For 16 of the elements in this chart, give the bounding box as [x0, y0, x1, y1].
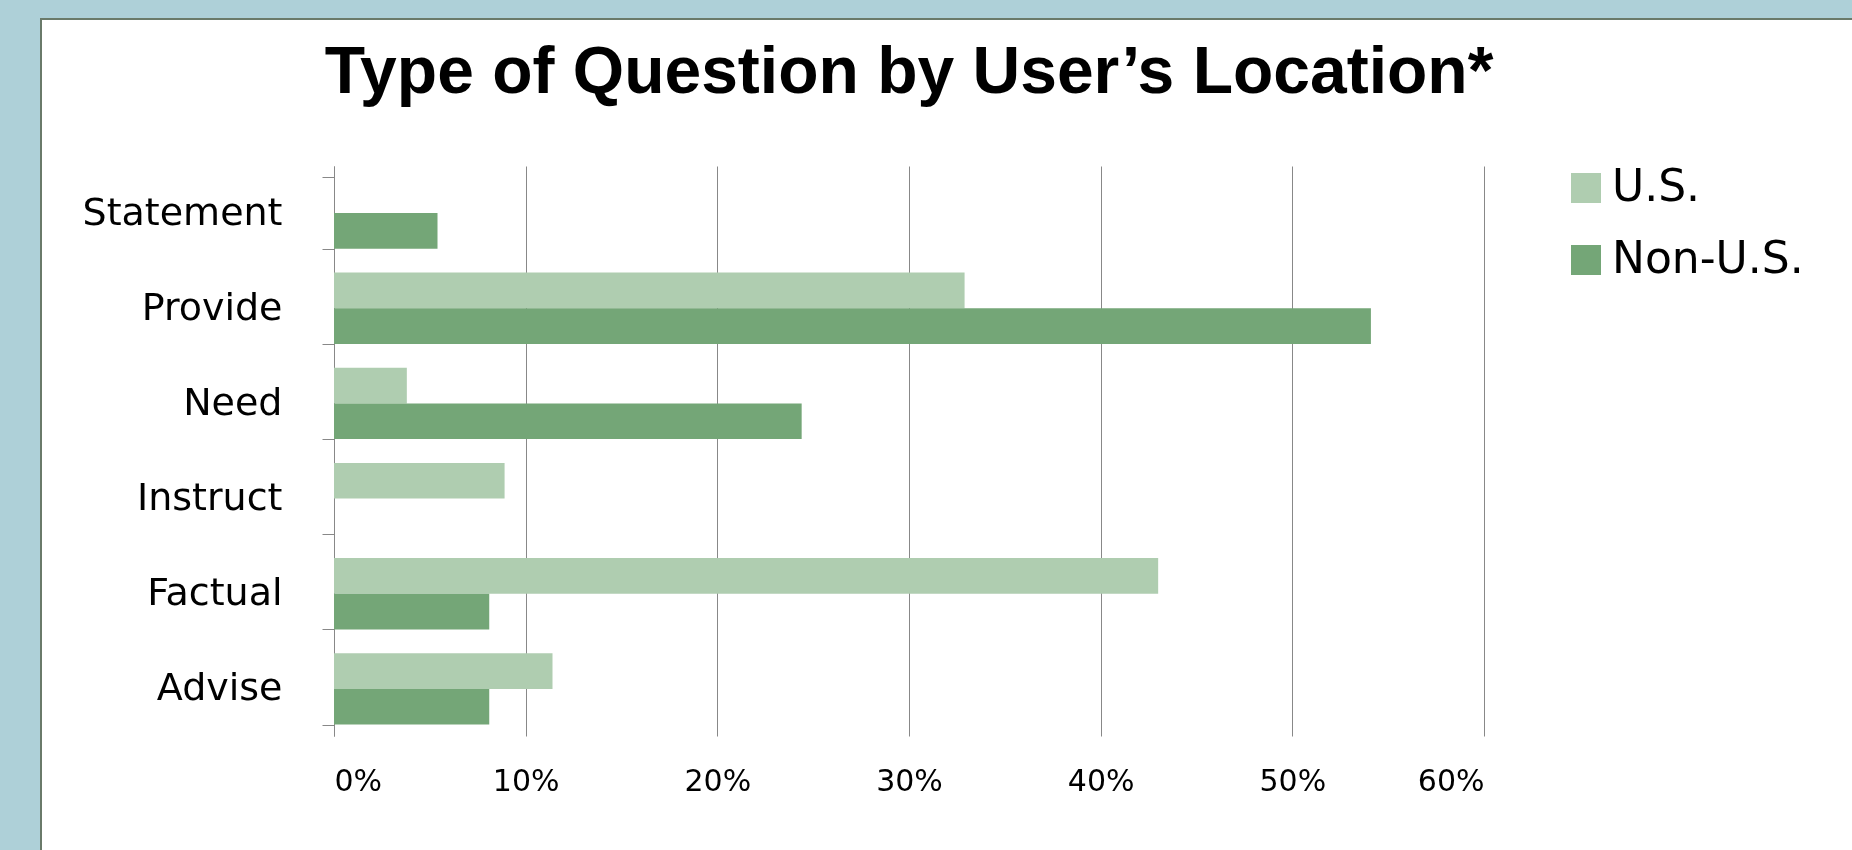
x-tick-label: 30% — [876, 762, 943, 798]
x-tick-label: 10% — [492, 762, 560, 798]
x-tick-label: 50% — [1259, 762, 1327, 798]
y-tick-label: Factual — [147, 570, 283, 615]
x-tick-label: 60% — [1417, 762, 1485, 798]
y-tick-label: Statement — [82, 189, 283, 234]
x-tick-label: 20% — [684, 762, 752, 798]
x-tick-label: 40% — [1067, 762, 1135, 798]
x-tick-label: 0% — [334, 762, 383, 798]
legend-label: U.S. — [1612, 160, 1701, 211]
y-tick-label: Instruct — [137, 475, 283, 520]
y-tick-label: Advise — [156, 665, 283, 710]
y-tick-label: Need — [183, 379, 283, 424]
legend-label: Non-U.S. — [1612, 232, 1804, 283]
y-tick-label: Provide — [141, 284, 283, 329]
chart-title: Type of Question by User’s Location* — [324, 33, 1494, 107]
